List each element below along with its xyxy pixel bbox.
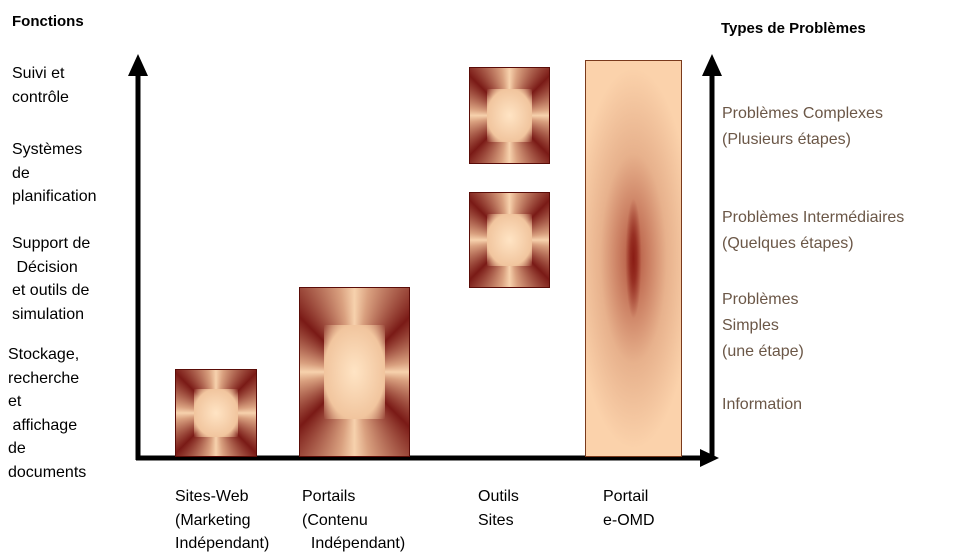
left-level-planification: Systèmes de planification bbox=[12, 141, 97, 205]
right-level-intermediaires: Problèmes Intermédiaires (Quelques étape… bbox=[722, 209, 905, 252]
category-sites-web: Sites-Web (Marketing Indépendant) bbox=[175, 488, 270, 552]
right-level-complexes: Problèmes Complexes (Plusieurs étapes) bbox=[722, 105, 883, 148]
bar-sites-web bbox=[175, 369, 257, 457]
left-axis-arrowhead bbox=[128, 54, 148, 76]
bar-portail-e-omd bbox=[585, 60, 682, 457]
left-level-decision: Support de Décision et outils de simulat… bbox=[12, 235, 91, 323]
left-level-suivi: Suivi et contrôle bbox=[12, 65, 69, 106]
category-portail-e-omd: Portail e-OMD bbox=[603, 488, 655, 529]
category-outils-sites: Outils Sites bbox=[478, 488, 519, 529]
right-axis-title: Types de Problèmes bbox=[721, 20, 866, 37]
bar-portails bbox=[299, 287, 410, 457]
left-axis-title: Fonctions bbox=[12, 13, 84, 30]
left-level-stockage: Stockage, recherche et affichage de docu… bbox=[8, 346, 87, 481]
bar-outils-sites-upper bbox=[469, 67, 550, 164]
right-axis-arrowhead bbox=[702, 54, 722, 76]
category-portails: Portails (Contenu Indépendant) bbox=[302, 488, 406, 552]
right-level-information: Information bbox=[722, 396, 803, 413]
right-level-simples: Problèmes Simples (une étape) bbox=[722, 291, 804, 360]
bar-outils-sites-lower bbox=[469, 192, 550, 288]
